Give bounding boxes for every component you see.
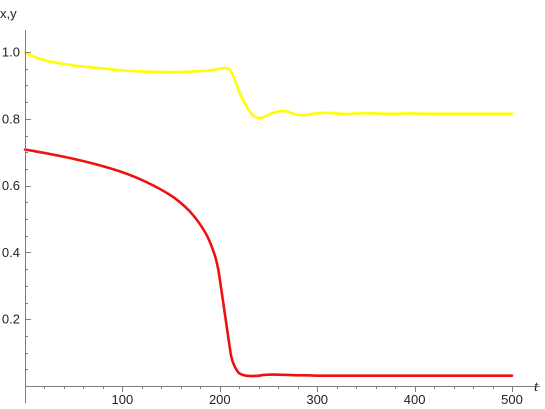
x-tick-label: 100 xyxy=(112,392,134,407)
y-axis-label: x,y xyxy=(0,6,17,21)
x-ticks-group: 100 200 300 400 500 xyxy=(44,386,523,407)
x-tick-label: 200 xyxy=(209,392,231,407)
x-tick-label: 400 xyxy=(404,392,426,407)
series-line-2 xyxy=(23,148,514,378)
series-group xyxy=(23,51,514,378)
x-tick-label: 300 xyxy=(306,392,328,407)
axes-group: 100 200 300 400 500 0.2 0.4 0.6 0.8 1.0 x,y t xyxy=(0,6,540,407)
y-tick-label: 0.6 xyxy=(2,178,20,193)
y-ticks-group: 0.2 0.4 0.6 0.8 1.0 xyxy=(2,45,31,370)
x-axis-label: t xyxy=(534,379,539,395)
series-line-1 xyxy=(23,51,514,120)
x-tick-label: 500 xyxy=(501,392,523,407)
y-tick-label: 0.8 xyxy=(2,111,20,126)
y-tick-label: 0.4 xyxy=(2,245,20,260)
y-tick-label: 1.0 xyxy=(2,45,20,60)
y-tick-label: 0.2 xyxy=(2,312,20,327)
